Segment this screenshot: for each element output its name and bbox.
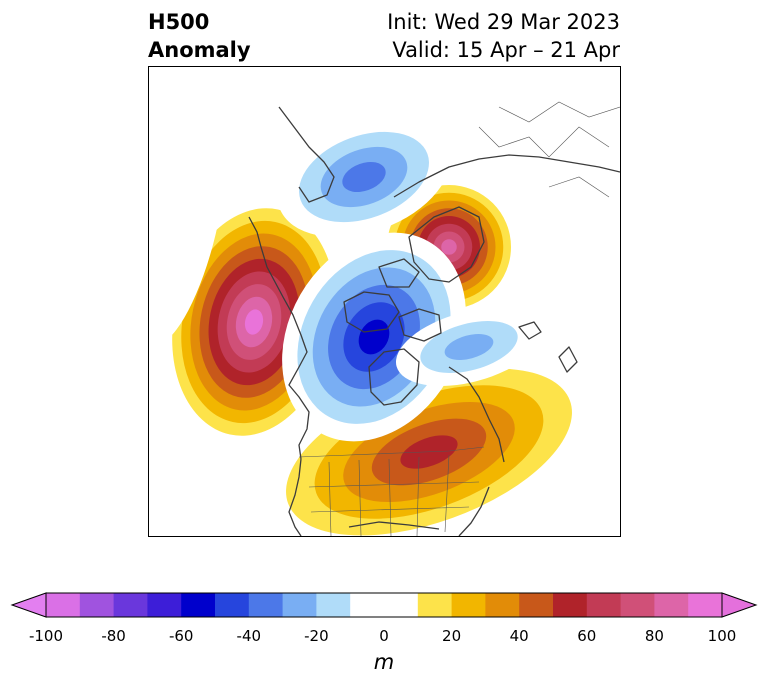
coastline-iceland — [518, 321, 542, 340]
anomaly-contour — [244, 309, 264, 335]
coastline-hudson-bay — [368, 348, 420, 406]
colorbar-tick-label: 60 — [577, 627, 597, 645]
colorbar-swatch — [215, 593, 250, 617]
colorbar-tick-label: 20 — [442, 627, 462, 645]
colorbar-frame — [45, 592, 723, 618]
border-europe — [478, 101, 620, 198]
coastline-scandinavia — [278, 106, 335, 203]
colorbar-swatch — [553, 593, 588, 617]
colorbar-tick-label: 100 — [707, 627, 737, 645]
colorbar-swatch — [282, 593, 317, 617]
colorbar-swatch — [181, 593, 216, 617]
coastlines — [248, 106, 620, 536]
colorbar-swatch — [147, 593, 182, 617]
colorbar-tick-label: 40 — [509, 627, 529, 645]
map-canvas — [149, 101, 620, 536]
political-borders — [298, 101, 620, 536]
colorbar-swatches — [46, 593, 723, 617]
colorbar-tick-label: -40 — [236, 627, 262, 645]
colorbar-swatch — [350, 593, 385, 617]
anomaly-fields — [149, 116, 572, 536]
anomaly-north-atlantic-trough — [395, 308, 543, 386]
chart-title: H500 Anomaly — [148, 8, 251, 64]
colorbar-swatch — [417, 593, 453, 617]
coastline-uk — [558, 346, 578, 373]
colorbar-under-arrow — [10, 592, 47, 618]
colorbar-swatch — [620, 593, 655, 617]
border-states — [308, 454, 480, 536]
colorbar-unit: m — [373, 650, 395, 674]
colorbar-tick-label: -80 — [101, 627, 126, 645]
anomaly-canada-trough — [282, 232, 466, 442]
coastline-gulf — [348, 521, 440, 530]
coastline-alaska — [248, 216, 310, 460]
coastline-labrador — [448, 366, 505, 463]
anomaly-contour — [149, 130, 225, 344]
coastline-east-us — [458, 486, 490, 536]
colorbar-swatch — [654, 593, 689, 617]
anomaly-contour — [444, 334, 494, 360]
colorbar-tick-label: -60 — [168, 627, 194, 645]
colorbar-swatch — [485, 593, 520, 617]
coastline-west-coast — [288, 458, 302, 536]
colorbar-swatch — [248, 593, 284, 617]
border-us-canada — [298, 446, 485, 458]
coastline-eurasia — [393, 154, 620, 198]
colorbar-tick-label: 0 — [379, 627, 389, 645]
coastline-arctic-islands — [343, 258, 442, 342]
colorbar-swatch — [384, 593, 419, 617]
colorbar-over-arrow — [721, 592, 758, 618]
colorbar-swatch — [519, 593, 554, 617]
colorbar — [10, 592, 758, 618]
init-date: Init: Wed 29 Mar 2023 — [387, 10, 620, 34]
anomaly-contour — [342, 161, 386, 193]
colorbar-swatch — [113, 593, 148, 617]
title-line-variable: H500 — [148, 10, 210, 34]
colorbar-swatch — [79, 593, 115, 617]
colorbar-swatch — [688, 593, 723, 617]
colorbar-swatch — [586, 593, 622, 617]
colorbar-tick-label: 80 — [644, 627, 664, 645]
colorbar-tick-label: -20 — [304, 627, 329, 645]
title-line-anomaly: Anomaly — [148, 38, 251, 62]
colorbar-swatch — [451, 593, 486, 617]
forecast-dates: Init: Wed 29 Mar 2023 Valid: 15 Apr – 21… — [387, 8, 620, 64]
anomaly-contour — [358, 319, 390, 355]
anomaly-map — [148, 66, 621, 537]
anomaly-west-pacific-trough — [149, 130, 225, 344]
colorbar-swatch — [46, 593, 81, 617]
anomaly-contour — [441, 239, 457, 255]
anomaly-polar-trough — [277, 116, 451, 238]
valid-range: Valid: 15 Apr – 21 Apr — [392, 38, 620, 62]
colorbar-swatch — [316, 593, 351, 617]
colorbar-tick-label: -100 — [28, 627, 64, 645]
coastline-greenland — [408, 206, 485, 283]
